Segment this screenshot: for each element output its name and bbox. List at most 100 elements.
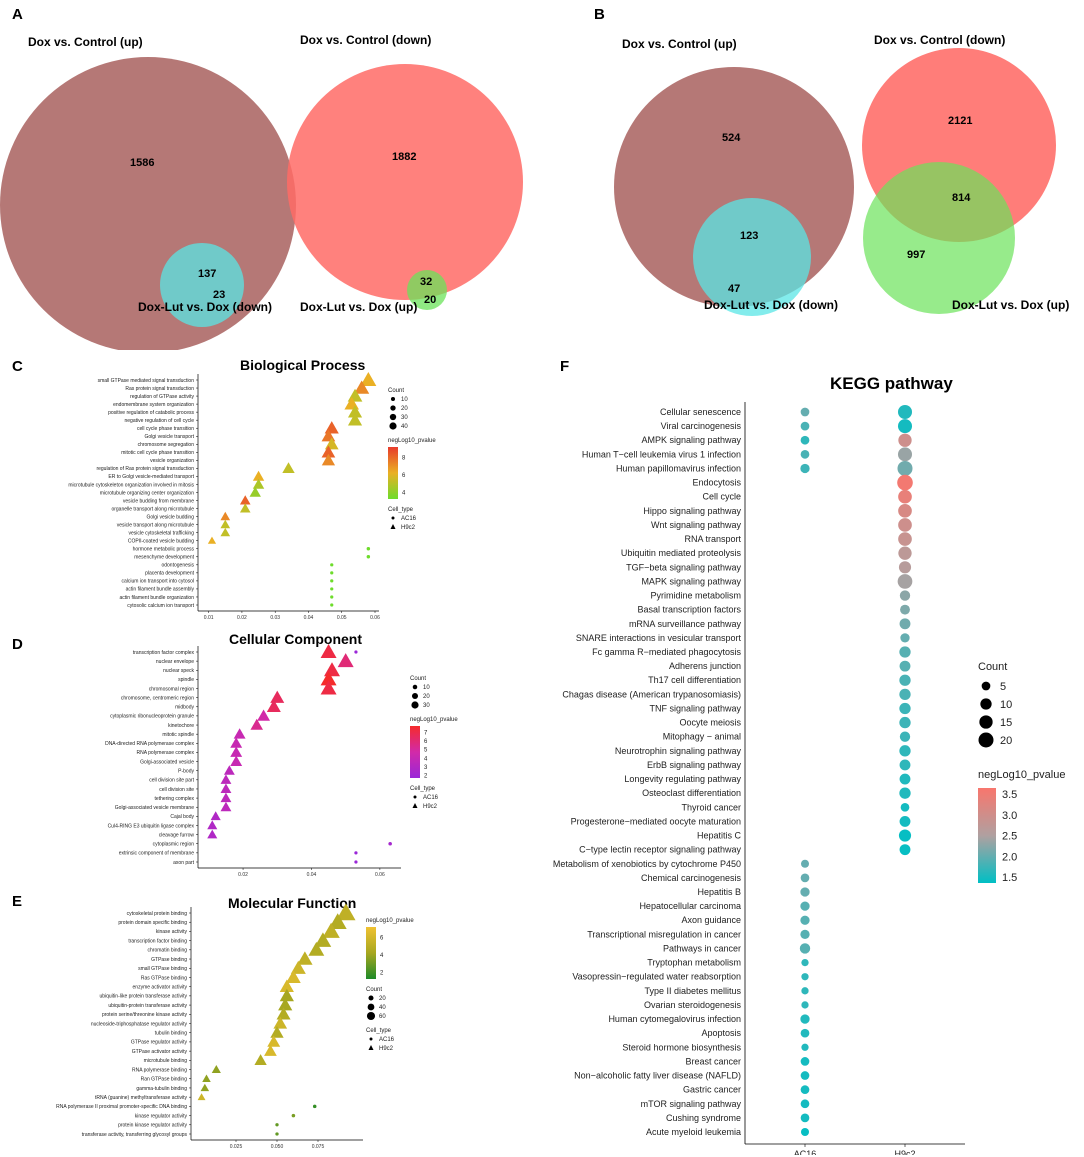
venn-b-right-small-only: 997 [907,249,925,261]
kegg-term-label: MAPK signaling pathway [641,576,741,586]
kegg-point-ubiquitin-mediated-proteolysis-h9c2 [898,546,912,560]
go-mf-point-gtpase-regulator-activity [267,1035,281,1047]
go-mf-legend-shape-title: Cell_type [366,1028,392,1034]
kegg-point-pathways-in-cancer-ac16 [799,943,811,954]
go-cc-point-mitotic-spindle [233,728,246,739]
go-cc-point-chromosome-centromeric-region [270,690,285,703]
kegg-term-label: ErbB signaling pathway [647,760,742,770]
venn-a-right-small-only: 20 [424,294,436,306]
go-mf-legend-count-label: 20 [379,996,386,1002]
go-cc-point-golgi-associated-vesicle-membrane [220,801,232,812]
go-mf-point-kinase-activity [322,922,340,938]
venn-b-left-small-title: Dox-Lut vs. Dox (down) [704,298,838,312]
go-mf-chart: Molecular Function cytoskeletal protein … [56,895,414,1150]
go-bp-term-label: cytosolic calcium ion transport [127,603,194,609]
go-mf-x-tick-label: 0.025 [230,1144,243,1150]
go-mf-point-gtpase-activator-activity [264,1044,277,1056]
go-bp-title: Biological Process [240,357,365,373]
go-cc-term-label: chromosome, centromeric region [121,695,194,701]
go-cc-term-label: Golgi-associated vesicle [140,759,194,765]
kegg-chart: KEGG pathway Cellular senescence Viral ca… [553,374,1066,1155]
kegg-point-c-type-lectin-receptor-signaling-pathway-h9c2 [899,844,911,856]
kegg-term-label: Metabolism of xenobiotics by cytochrome … [553,859,741,869]
go-mf-point-trna-guanine-methyltransferase-activity [197,1093,206,1101]
go-mf-legend-shape-label: H9c2 [379,1046,394,1052]
venn-a-right-big-title: Dox vs. Control (down) [300,33,431,47]
go-mf-term-label: Ras GTPase binding [141,975,187,981]
kegg-point-rna-transport-h9c2 [898,532,912,546]
kegg-point-tnf-signaling-pathway-h9c2 [899,702,911,715]
go-mf-legend-shape-icon [369,1037,373,1041]
kegg-point-vasopressin-regulated-water-reabsorption-ac16 [801,973,809,981]
go-mf-legend-count-title: Count [366,987,382,993]
go-bp-term-label: mesenchyme development [134,555,194,561]
venn-a-left-small-only: 23 [213,289,225,301]
go-mf-term-label: protein serine/threonine kinase activity [102,1012,188,1018]
go-cc-term-label: Golgi-associated vesicle membrane [115,805,194,811]
go-bp-point-microtubule-organizing-center-organization [249,486,261,497]
go-bp-point-mesenchyme-development [366,555,371,559]
go-mf-point-protein-kinase-regulator-activity [275,1123,279,1127]
go-bp-term-label: ER to Golgi vesicle-mediated transport [108,474,194,480]
go-mf-point-gamma-tubulin-binding [200,1083,210,1092]
kegg-term-label: Longevity regulating pathway [624,774,741,784]
go-cc-legend-color-tick: 5 [424,748,428,754]
kegg-term-label: Axon guidance [681,915,741,925]
go-mf-legend-color-tick: 4 [380,953,384,959]
kegg-point-mapk-signaling-pathway-h9c2 [897,574,913,589]
kegg-legend-count-label: 15 [1000,717,1012,729]
go-cc-term-label: extrinsic component of membrane [119,851,195,857]
go-cc-point-cul4-ring-e3-ubiquitin-ligase-complex [207,820,218,830]
panel-label-f: F [560,358,570,375]
kegg-legend-count-label: 10 [1000,699,1012,711]
go-cc-term-label: spindle [178,677,194,683]
kegg-term-label: TNF signaling pathway [649,703,741,713]
kegg-point-viral-carcinogenesis-ac16 [800,421,810,431]
kegg-point-adherens-junction-h9c2 [899,660,911,672]
go-mf-term-label: gamma-tubulin binding [136,1086,187,1092]
kegg-term-label: Transcriptional misregulation in cancer [587,929,741,939]
kegg-point-fc-gamma-r-mediated-phagocytosis-h9c2 [899,646,911,658]
kegg-term-label: mTOR signaling pathway [641,1099,742,1109]
kegg-term-label: Ovarian steroidogenesis [644,1000,742,1010]
go-bp-term-label: regulation of Ras protein signal transdu… [96,466,194,472]
venn-b-left-only: 524 [722,132,741,144]
go-cc-legend-shape-title: Cell_type [410,786,436,792]
go-bp-term-label: small GTPase mediated signal transductio… [98,378,195,384]
go-cc-point-cytoplasmic-ribonucleoprotein-granule [257,709,271,721]
go-cc-point-axon-part [354,860,358,864]
go-bp-legend-count-dot [389,413,397,421]
kegg-point-endocytosis-h9c2 [897,474,913,491]
kegg-term-label: TGF−beta signaling pathway [626,562,741,572]
panel-label-a: A [12,6,23,23]
go-mf-point-microtubule-binding [254,1054,267,1065]
go-cc-term-label: Cul4-RING E3 ubiquitin ligase complex [108,823,195,829]
kegg-term-label: Hepatitis C [697,831,742,841]
kegg-point-axon-guidance-ac16 [800,915,810,925]
go-mf-point-ubiquitin-like-protein-transferase-activity [279,988,294,1002]
kegg-point-breast-cancer-ac16 [800,1057,810,1066]
go-bp-point-negative-regulation-of-cell-cycle [347,413,363,426]
go-mf-legend-color-title: negLog10_pvalue [366,918,414,924]
kegg-point-basal-transcription-factors-h9c2 [900,604,910,615]
kegg-point-oocyte-meiosis-h9c2 [899,716,911,729]
go-cc-point-nuclear-speck [324,662,340,677]
kegg-term-label: Ubiquitin mediated proteolysis [621,548,742,558]
kegg-term-label: Pathways in cancer [663,943,741,953]
venn-b: Dox vs. Control (up) Dox vs. Control (do… [614,33,1069,316]
kegg-legend-color-title: negLog10_pvalue [978,769,1065,781]
kegg-term-label: Pyrimidine metabolism [650,591,741,601]
go-bp-point-er-to-golgi-vesicle-mediated-transport [252,470,265,481]
kegg-term-label: Endocytosis [692,478,741,488]
kegg-term-label: Fc gamma R−mediated phagocytosis [592,647,741,657]
go-mf-point-cytoskeletal-protein-binding [336,903,356,921]
go-mf-point-ran-gtpase-binding [202,1074,211,1082]
go-bp-term-label: organelle transport along microtubule [111,506,194,512]
go-cc-point-nuclear-envelope [337,653,354,668]
kegg-point-hippo-signaling-pathway-h9c2 [898,503,912,518]
go-cc-term-label: Cajal body [170,814,194,820]
kegg-point-cellular-senescence-h9c2 [897,404,913,420]
go-bp-point-cytosolic-calcium-ion-transport [330,603,334,607]
go-cc-title: Cellular Component [229,631,362,647]
kegg-point-cushing-syndrome-ac16 [800,1113,810,1123]
